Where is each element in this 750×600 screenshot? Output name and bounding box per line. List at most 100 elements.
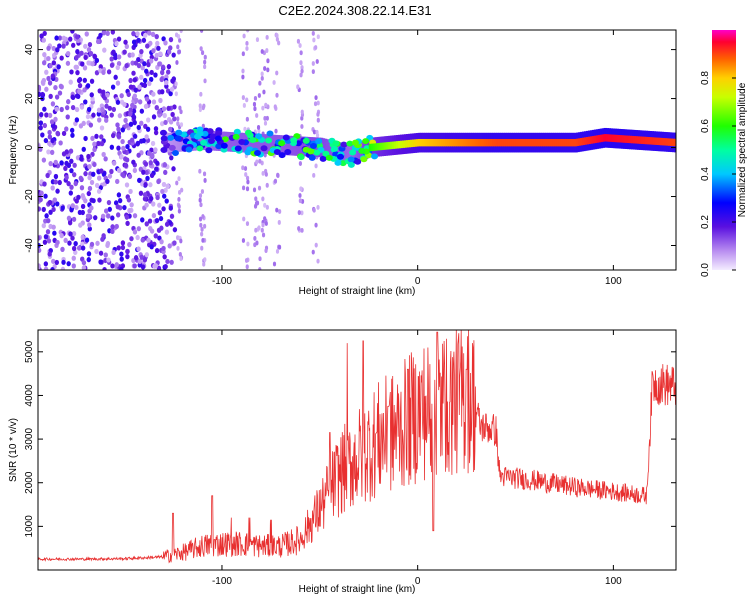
heatmap-cell [68, 190, 74, 196]
heatmap-cell [392, 141, 396, 149]
heatmap-cell [113, 200, 119, 206]
heatmap-cell [98, 32, 103, 38]
heatmap-cell [268, 134, 273, 155]
heatmap-cell [314, 242, 318, 248]
heatmap-cell [45, 229, 51, 235]
heatmap-cell [176, 44, 180, 50]
heatmap-cell [53, 179, 58, 185]
heatmap-cell [78, 222, 83, 228]
heatmap-cell [316, 205, 320, 210]
heatmap-cell [111, 160, 117, 166]
heatmap-cell [105, 178, 110, 184]
heatmap-cell [127, 242, 132, 248]
heatmap-cell [164, 80, 169, 86]
heatmap-cell [202, 261, 206, 267]
heatmap-cell [260, 71, 264, 77]
heatmap-cell [371, 153, 379, 160]
heatmap-cell [257, 133, 261, 154]
heatmap-cell [568, 138, 572, 147]
heatmap-cell [621, 135, 625, 143]
heatmap-cell [315, 132, 320, 138]
heatmap-cell [143, 32, 148, 38]
snr-line [38, 330, 676, 564]
heatmap-cell [174, 91, 178, 97]
heatmap-cell [170, 78, 175, 84]
heatmap-cell [139, 108, 145, 114]
heatmap-cell [148, 58, 154, 64]
heatmap-cell [169, 155, 174, 161]
heatmap-cell [48, 63, 53, 69]
heatmap-cell [42, 106, 47, 112]
heatmap-cell [75, 34, 80, 40]
heatmap-cell [80, 245, 86, 251]
heatmap-cell [201, 214, 205, 219]
heatmap-cell [137, 177, 142, 183]
heatmap-cell [652, 137, 656, 145]
heatmap-cell [96, 175, 102, 181]
heatmap-cell [331, 145, 339, 152]
heatmap-cell [244, 149, 252, 156]
heatmap-cell [448, 138, 452, 147]
heatmap-cell [254, 196, 258, 202]
heatmap-cell [277, 40, 281, 46]
heatmap-cell [60, 266, 66, 270]
heatmap-cell [476, 138, 480, 147]
heatmap-cell [286, 135, 291, 156]
heatmap-cell [76, 77, 82, 84]
heatmap-cell [73, 180, 78, 187]
heatmap-cell [123, 39, 128, 45]
heatmap-cell [124, 182, 130, 188]
heatmap-cell [148, 182, 153, 188]
heatmap-cell [259, 133, 263, 154]
heatmap-cell [298, 161, 302, 166]
heatmap-cell [46, 149, 51, 155]
heatmap-cell [495, 138, 499, 147]
heatmap-cell [196, 130, 201, 151]
heatmap-cell [562, 138, 566, 147]
heatmap-cell [261, 171, 265, 176]
heatmap-cell [611, 134, 615, 142]
heatmap-cell [378, 142, 382, 151]
heatmap-cell [300, 124, 304, 129]
heatmap-cell [556, 138, 560, 147]
heatmap-cell [69, 127, 75, 133]
heatmap-cell [132, 229, 138, 235]
heatmap-cell [478, 138, 482, 147]
heatmap-cell [546, 138, 550, 147]
heatmap-cell [87, 222, 92, 228]
heatmap-cell [261, 196, 265, 202]
heatmap-cell [144, 202, 149, 208]
heatmap-cell [490, 138, 494, 147]
heatmap-cell [202, 171, 207, 177]
heatmap-cell [203, 257, 207, 263]
heatmap-cell [120, 172, 125, 178]
heatmap-cell [582, 137, 586, 146]
heatmap-cell [64, 174, 69, 181]
heatmap-cell [558, 138, 562, 147]
heatmap-cell [299, 60, 303, 66]
heatmap-cell [277, 220, 281, 225]
snr-frame [37, 329, 677, 571]
heatmap-cell [124, 122, 130, 128]
heatmap-cell [137, 99, 143, 105]
heatmap-cell [472, 138, 476, 147]
heatmap-cell [159, 121, 165, 127]
heatmap-cell [261, 134, 265, 154]
heatmap-cell [564, 138, 568, 147]
heatmap-cell [298, 198, 302, 204]
heatmap-cell [149, 228, 155, 234]
heatmap-cell [593, 135, 597, 144]
heatmap-cell [124, 157, 130, 163]
heatmap-cell [314, 222, 318, 228]
heatmap-cell [172, 116, 177, 122]
heatmap-cell [275, 207, 279, 213]
heatmap-cell [83, 54, 88, 61]
heatmap-cell [59, 106, 64, 113]
heatmap-cell [46, 238, 52, 244]
heatmap-cell [263, 66, 267, 71]
heatmap-cell [66, 181, 71, 187]
colorbar-tick-label: 0.4 [700, 167, 711, 181]
heatmap-cell [132, 263, 137, 269]
heatmap-cell [74, 93, 80, 99]
heatmap-cell [127, 208, 132, 214]
